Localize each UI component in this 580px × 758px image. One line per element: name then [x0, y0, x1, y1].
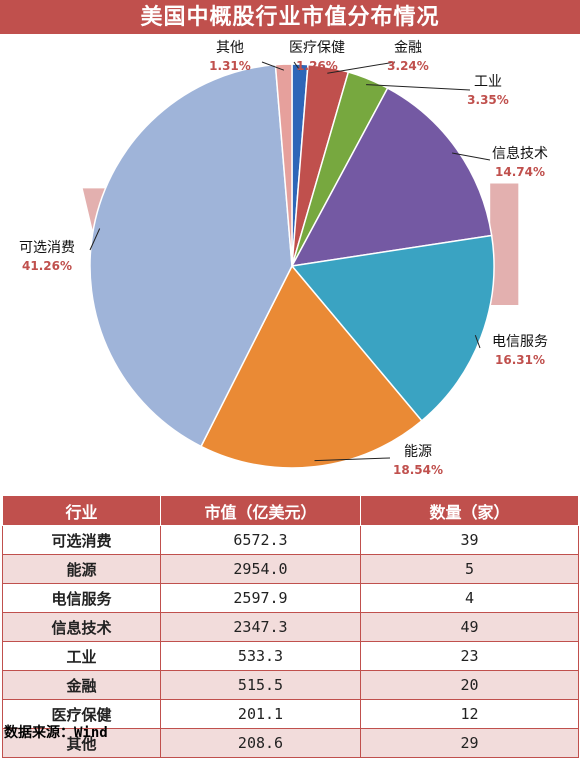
slice-label: 其他 [216, 40, 244, 56]
leader-line [366, 84, 471, 91]
cell-market-cap: 2347.3 [160, 612, 361, 642]
pie-slice [200, 264, 423, 469]
table-row: 工业 533.3 23 [2, 641, 579, 671]
leader-line [89, 228, 101, 251]
source-note: 数据来源：Wind [4, 725, 108, 741]
leader-line [314, 457, 391, 462]
cell-industry: 能源 [2, 554, 161, 584]
header-market-cap: 市值（亿美元） [160, 495, 361, 526]
cell-count: 20 [360, 670, 579, 700]
slice-label: 信息技术 [492, 145, 548, 162]
pie-slices [89, 63, 495, 469]
leader-line [293, 61, 301, 71]
slice-percent: 16.31% [495, 353, 545, 367]
cell-market-cap: 208.6 [160, 728, 361, 758]
cell-market-cap: 2954.0 [160, 554, 361, 584]
slice-label: 能源 [404, 444, 432, 460]
slice-percent: 1.26% [296, 59, 338, 73]
slice-percent: 1.31% [209, 59, 251, 73]
header-count: 数量（家） [360, 495, 579, 526]
cell-market-cap: 2597.9 [160, 583, 361, 613]
slice-label: 电信服务 [492, 334, 548, 350]
leader-line [327, 61, 396, 74]
cell-market-cap: 6572.3 [160, 525, 361, 555]
industry-table: 行业 市值（亿美元） 数量（家） 可选消费 6572.3 39 能源 2954.… [2, 495, 579, 758]
cell-count: 39 [360, 525, 579, 555]
leader-line [474, 335, 481, 349]
slice-label: 金融 [394, 40, 422, 56]
table-row: 信息技术 2347.3 49 [2, 612, 579, 642]
table-row: 医疗保健 201.1 12 [2, 699, 579, 729]
cell-industry: 信息技术 [2, 612, 161, 642]
slice-label: 可选消费 [19, 240, 75, 256]
pie-slice [274, 63, 293, 267]
leader-line [261, 61, 285, 71]
pie-chart: 医疗保健 1.26% 金融 3.24% 工业 3.35% 信息技术 14.74% 电信服务 16.… [19, 40, 548, 477]
cell-industry: 金融 [2, 670, 161, 700]
chart-title: 美国中概股行业市值分布情况 [140, 4, 440, 30]
cell-industry: 工业 [2, 641, 161, 671]
table-row: 电信服务 2597.9 4 [2, 583, 579, 613]
cell-count: 29 [360, 728, 579, 758]
cell-count: 49 [360, 612, 579, 642]
cell-industry: 医疗保健 [2, 699, 161, 729]
cell-industry: 电信服务 [2, 583, 161, 613]
pie-slice [290, 234, 495, 422]
cell-industry: 可选消费 [2, 525, 161, 555]
pie-slice [89, 63, 293, 448]
cell-market-cap: 533.3 [160, 641, 361, 671]
cell-market-cap: 515.5 [160, 670, 361, 700]
header-industry: 行业 [2, 495, 161, 526]
slice-percent: 18.54% [393, 463, 443, 477]
cell-count: 5 [360, 554, 579, 584]
cell-count: 23 [360, 641, 579, 671]
table-row: 可选消费 6572.3 39 [2, 525, 579, 555]
pie-slice [290, 87, 493, 267]
leader-line [452, 152, 491, 161]
pie-leader-lines [89, 61, 491, 462]
slice-percent: 3.24% [387, 59, 429, 73]
table-row: 能源 2954.0 5 [2, 554, 579, 584]
cell-market-cap: 201.1 [160, 699, 361, 729]
table-header-row: 行业 市值（亿美元） 数量（家） [2, 495, 579, 526]
table-row: 金融 515.5 20 [2, 670, 579, 700]
pie-labels: 医疗保健 1.26% 金融 3.24% 工业 3.35% 信息技术 14.74% 电信服务 16.… [19, 40, 548, 477]
slice-label: 医疗保健 [289, 40, 345, 56]
slice-label: 工业 [474, 74, 502, 90]
cell-count: 4 [360, 583, 579, 613]
cell-count: 12 [360, 699, 579, 729]
slice-percent: 41.26% [22, 259, 72, 273]
title-bar: 美国中概股行业市值分布情况 [0, 0, 580, 34]
slice-percent: 14.74% [495, 165, 545, 179]
slice-percent: 3.35% [467, 93, 509, 107]
